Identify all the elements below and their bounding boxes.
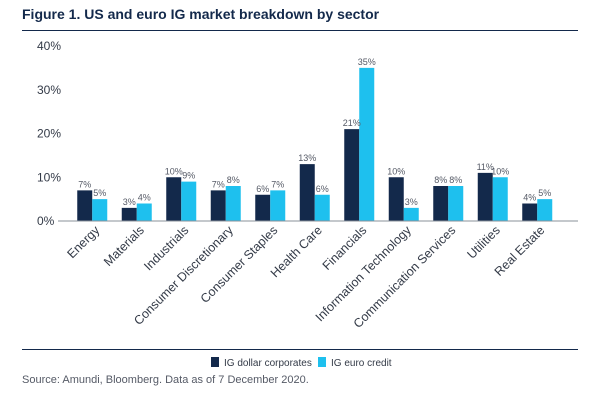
data-label: 10% (165, 166, 183, 176)
data-label: 4% (138, 193, 151, 203)
data-label: 7% (78, 179, 91, 189)
bars (77, 67, 553, 221)
bar (388, 177, 404, 221)
data-label: 6% (316, 184, 329, 194)
y-tick-label: 40% (37, 39, 61, 53)
bar (181, 181, 197, 221)
data-labels: 7%5%3% 4%10% 9%7% 8%6% 7%13%6%21%35%10%3%8% 8… (78, 57, 551, 207)
bar (344, 129, 360, 221)
y-axis: 0% 10% 20% 30% 40% (37, 39, 61, 228)
bar (255, 194, 271, 221)
data-label: 7% (212, 179, 225, 189)
category-label: Energy (64, 223, 102, 261)
data-label: 13% (298, 153, 316, 163)
legend-label: IG euro credit (331, 358, 392, 369)
bar (433, 186, 449, 221)
legend-swatch (211, 357, 219, 367)
bar (359, 67, 375, 221)
bar (210, 190, 226, 221)
bar (299, 164, 315, 221)
data-label: 3% (123, 197, 136, 207)
bar (522, 203, 538, 221)
data-label: 7% (271, 179, 284, 189)
data-label: 35% (358, 57, 376, 67)
data-label: 5% (93, 188, 106, 198)
source-note: Source: Amundi, Bloomberg. Data as of 7 … (22, 374, 309, 386)
data-label: 8% (449, 175, 462, 185)
data-label: 9% (182, 171, 195, 181)
bar (448, 186, 464, 221)
data-label: 6% (256, 184, 269, 194)
legend-label: IG dollar corporates (224, 358, 312, 369)
footer-divider (22, 349, 578, 350)
bar (121, 207, 137, 221)
bar (77, 190, 93, 221)
y-tick-label: 30% (37, 83, 61, 97)
data-label: 5% (538, 188, 551, 198)
data-label: 8% (434, 175, 447, 185)
data-label: 10% (387, 166, 405, 176)
bar (492, 177, 508, 221)
category-label: Materials (101, 223, 147, 269)
bar (225, 186, 241, 221)
chart-title: Figure 1. US and euro IG market breakdow… (22, 6, 380, 22)
legend: IG dollar corporates IG euro credit (211, 357, 392, 369)
data-label: 21% (343, 118, 361, 128)
bar (270, 190, 286, 221)
bar (92, 199, 108, 221)
category-label: Utilities (464, 223, 502, 261)
y-tick-label: 20% (37, 127, 61, 141)
bar (166, 177, 182, 221)
bar (537, 199, 553, 221)
data-label: 3% (405, 197, 418, 207)
bar (314, 194, 330, 221)
data-label: 10% (491, 166, 509, 176)
bar (403, 207, 419, 221)
data-label: 11% (477, 162, 494, 172)
data-label: 8% (227, 175, 240, 185)
legend-swatch (318, 357, 326, 367)
data-label: 4% (523, 193, 536, 203)
bar (136, 203, 152, 221)
category-label: Consumer Staples (198, 223, 281, 306)
title-divider (22, 30, 578, 31)
bar (477, 172, 493, 221)
y-tick-label: 10% (37, 170, 61, 184)
y-tick-label: 0% (37, 214, 55, 228)
